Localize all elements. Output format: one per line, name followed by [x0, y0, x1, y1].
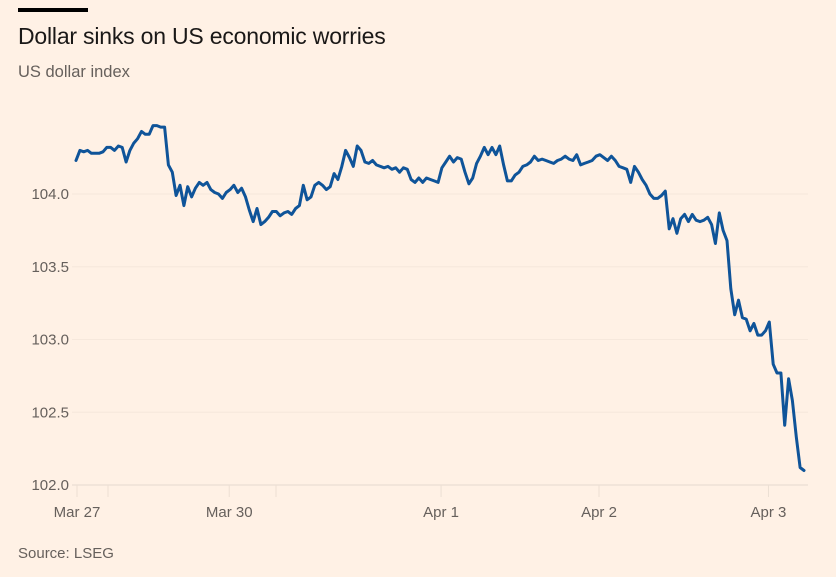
chart-title: Dollar sinks on US economic worries	[18, 23, 386, 49]
y-tick-label: 102.0	[31, 477, 69, 494]
x-axis: Mar 27 Mar 30 Apr 1 Apr 2 Apr 3	[54, 485, 787, 521]
x-tick-label: Apr 2	[581, 504, 617, 521]
chart-subtitle: US dollar index	[18, 63, 130, 81]
header-rule	[18, 8, 88, 12]
y-tick-label: 102.5	[31, 404, 69, 421]
y-tick-label: 103.0	[31, 332, 69, 349]
source-note: Source: LSEG	[18, 545, 114, 562]
y-axis: 102.0 102.5 103.0 103.5 104.0	[31, 186, 69, 494]
y-tick-label: 104.0	[31, 186, 69, 203]
x-tick-label: Mar 27	[54, 504, 101, 521]
x-tick-label: Apr 3	[751, 504, 787, 521]
x-tick-label: Apr 1	[423, 504, 459, 521]
dollar-index-line	[74, 124, 806, 472]
gridlines	[72, 193, 808, 486]
series-lines	[74, 124, 806, 472]
y-tick-label: 103.5	[31, 259, 69, 276]
x-tick-label: Mar 30	[206, 504, 253, 521]
